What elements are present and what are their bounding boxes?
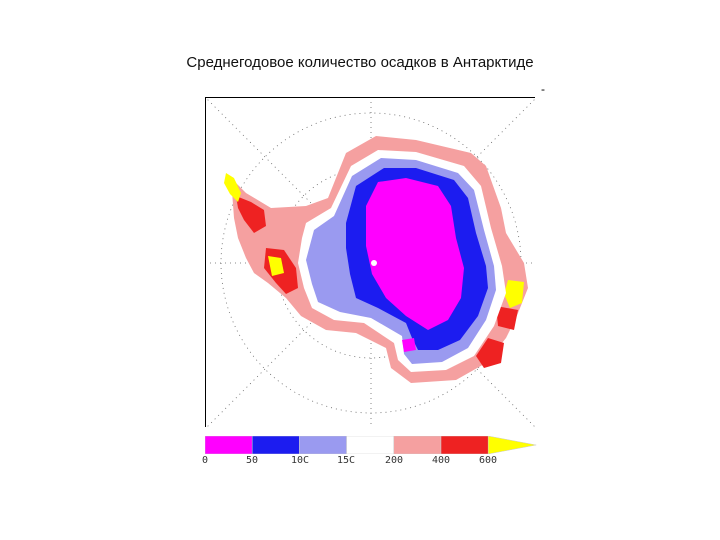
south-pole-marker [371,260,377,266]
region-400-600-coast [496,306,518,330]
colorbar-cell [440,436,489,454]
region-600-plus-coast [268,256,284,276]
tick-label: 0 [201,455,209,466]
tick-label: 50 [245,455,259,466]
region-400-600-west [236,196,266,233]
antarctica-precipitation-map [205,97,536,428]
region-0-50 [366,178,464,330]
map-title: Среднегодовое количество осадков в Антар… [186,54,534,71]
corner-mark: - [541,82,545,96]
colorbar-cell [393,436,442,454]
tick-label: 15C [336,455,356,466]
colorbar [205,436,537,454]
tick-label: 400 [431,455,451,466]
colorbar-cell [205,436,253,454]
tick-label: 600 [478,455,498,466]
colorbar-ticks: 0 50 10C 15C 200 400 600 [0,455,720,471]
tick-label: 10C [290,455,310,466]
colorbar-arrow [487,436,537,454]
region-600-plus-peninsula [224,173,241,202]
tick-label: 200 [384,455,404,466]
colorbar-cell [346,436,395,454]
region-600-plus-east [504,280,524,308]
region-400-600-east [476,338,504,368]
colorbar-cell [251,436,300,454]
region-0-50-isolated [402,338,416,352]
colorbar-cell [299,436,347,454]
